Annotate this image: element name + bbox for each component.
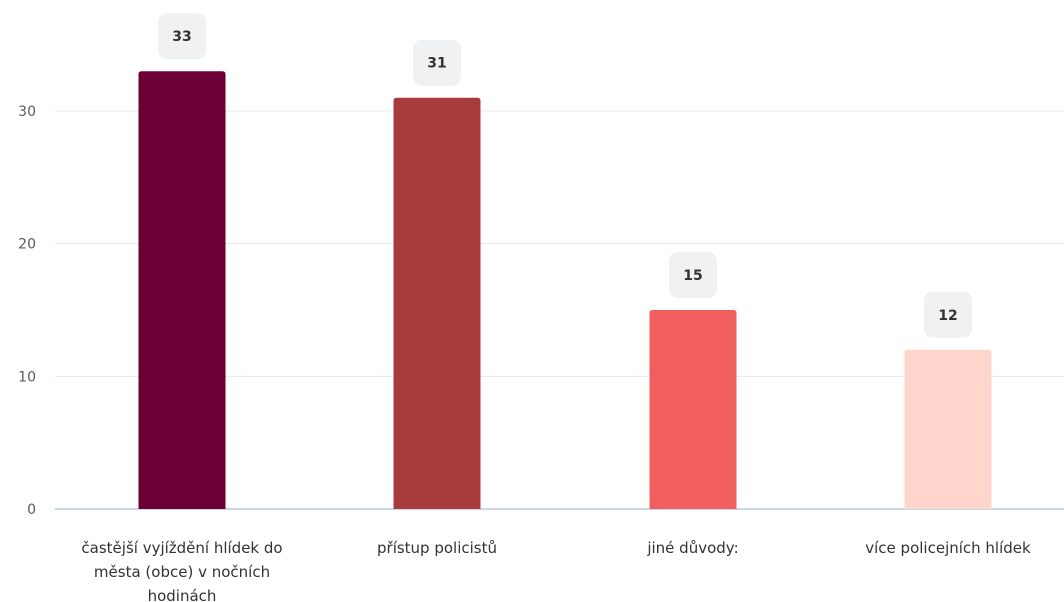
bar: [138, 71, 226, 509]
value-labels: 33 31 15 12: [158, 13, 972, 338]
category-label: více policejních hlídek: [865, 539, 1031, 557]
y-tick-label: 0: [27, 502, 36, 518]
y-tick-label: 30: [18, 104, 36, 120]
value-label-background: [158, 13, 206, 60]
category-label-line: města (obce) v nočních: [94, 563, 270, 581]
value-label: 33: [172, 29, 191, 45]
bars: [138, 71, 992, 509]
category-label-line: jiné důvody:: [646, 539, 738, 557]
y-tick-label: 20: [18, 237, 36, 253]
category-label-line: hodinách: [148, 587, 217, 602]
value-label: 15: [683, 268, 702, 284]
category-label: přístup policistů: [377, 539, 497, 557]
y-tick-label: 10: [18, 369, 36, 385]
y-axis-ticks: 0 10 20 30: [18, 104, 36, 518]
category-label: častější vyjíždění hlídek do města (obce)…: [81, 539, 282, 602]
category-label-line: více policejních hlídek: [865, 539, 1031, 557]
bar: [649, 310, 737, 509]
value-label-background: [924, 291, 972, 338]
bar: [393, 97, 481, 509]
bar: [904, 349, 992, 509]
value-label: 31: [427, 56, 446, 72]
category-label-line: častější vyjíždění hlídek do: [81, 539, 282, 557]
category-label-line: přístup policistů: [377, 539, 497, 557]
category-label: jiné důvody:: [646, 539, 738, 557]
value-label-background: [669, 252, 717, 298]
value-label-background: [413, 39, 461, 86]
value-label: 12: [938, 308, 957, 324]
x-axis-labels: častější vyjíždění hlídek do města (obce)…: [81, 539, 1031, 602]
